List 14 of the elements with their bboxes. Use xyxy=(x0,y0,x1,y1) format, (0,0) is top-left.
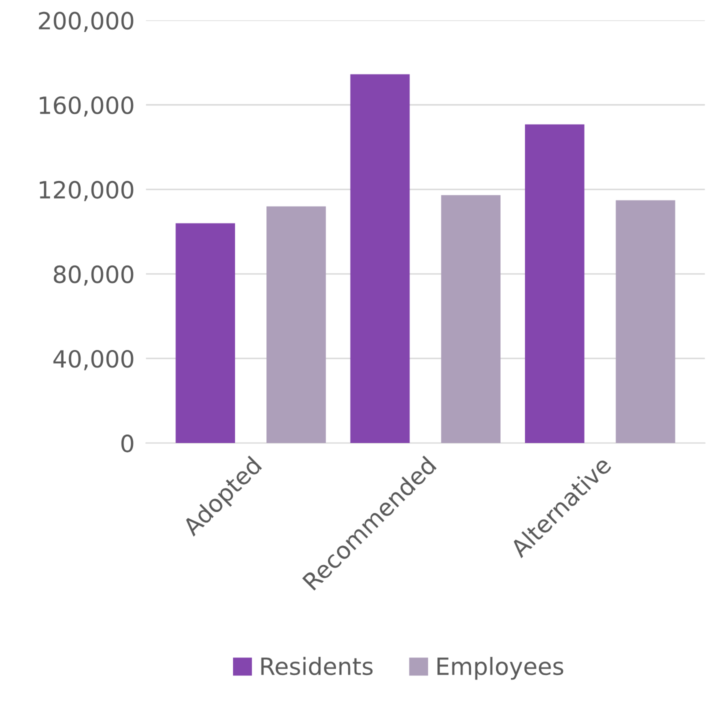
legend-label: Employees xyxy=(437,656,564,680)
bar xyxy=(441,195,501,444)
y-tick-label: 40,000 xyxy=(53,350,134,370)
y-tick-label: 120,000 xyxy=(40,180,134,202)
bar xyxy=(176,223,236,444)
y-tick-label: 160,000 xyxy=(40,96,134,117)
y-tick-label: 0 xyxy=(121,434,134,452)
bar xyxy=(524,124,584,444)
bar xyxy=(266,206,326,444)
y-tick-label: 200,000 xyxy=(38,12,134,32)
y-tick-label: 80,000 xyxy=(54,265,134,286)
legend-label: Residents xyxy=(261,656,373,676)
bar xyxy=(350,74,410,444)
bar xyxy=(616,200,676,444)
